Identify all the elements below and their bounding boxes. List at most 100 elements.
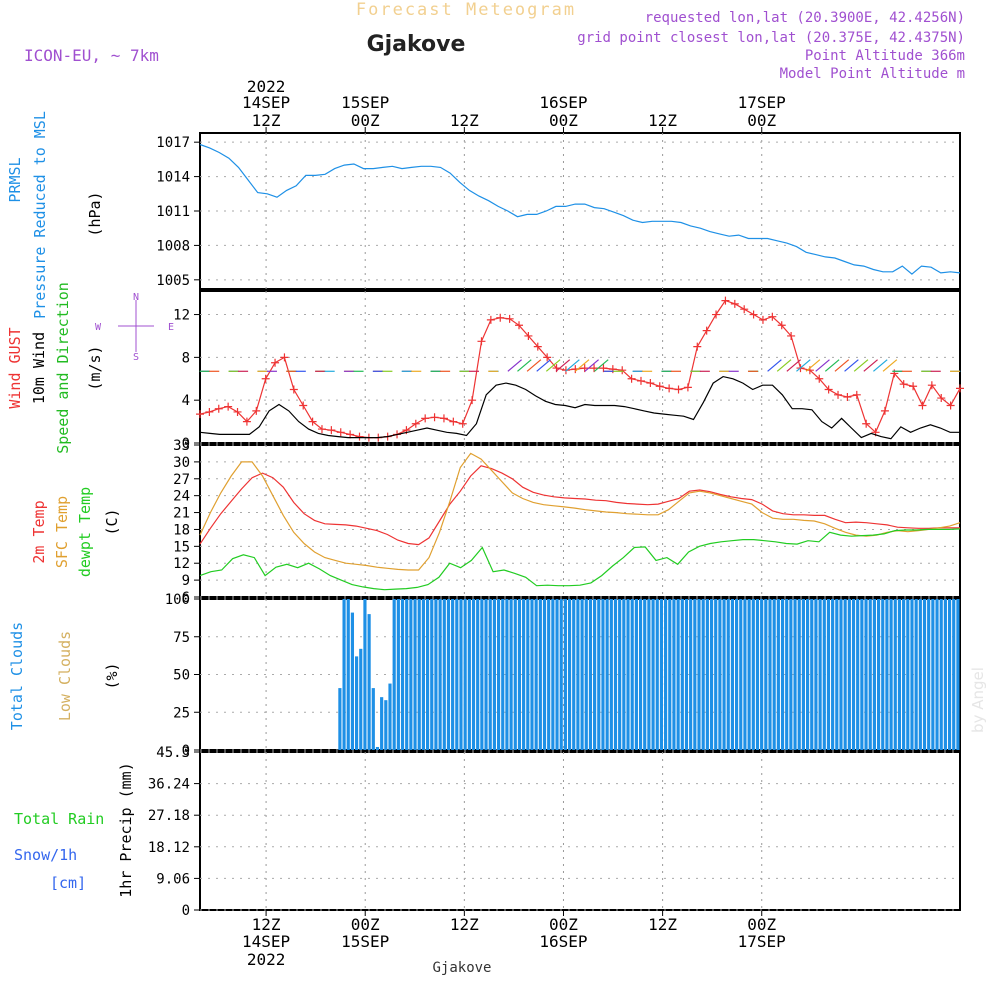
- top-tick-hour: 00Z: [747, 111, 776, 130]
- wind-direction-label: Speed and Direction: [54, 282, 72, 454]
- total-cloud-bar: [342, 599, 346, 750]
- wind-ytick-label: 4: [182, 393, 190, 409]
- sfc-temp-line: [199, 452, 961, 571]
- total-cloud-bar: [421, 599, 425, 750]
- wind-direction-arrow: [796, 359, 811, 372]
- total-cloud-bar: [918, 599, 922, 750]
- pressure-ytick-label: 1014: [156, 170, 190, 186]
- total-cloud-bar: [400, 599, 405, 750]
- gust-marker: [308, 417, 317, 426]
- total-cloud-bar: [664, 599, 668, 750]
- total-cloud-bar: [471, 599, 476, 750]
- gust-marker: [214, 404, 223, 413]
- total-cloud-bar: [613, 599, 618, 750]
- total-cloud-bar: [559, 599, 563, 750]
- total-cloud-bar: [839, 599, 843, 750]
- gust-marker: [909, 382, 918, 391]
- wind-direction-arrow: [507, 359, 523, 372]
- gust-marker: [787, 331, 796, 340]
- total-cloud-bar: [939, 599, 943, 750]
- precip-ytick-label: 36.24: [148, 777, 190, 793]
- gust-marker: [777, 321, 786, 330]
- total-cloud-bar: [588, 599, 593, 750]
- gust-marker: [927, 381, 936, 390]
- temp-ytick-label: 30: [173, 455, 190, 471]
- requested-coords: requested lon,lat (20.3900E, 42.4256N): [645, 10, 965, 26]
- wind-speed-line: [199, 375, 960, 440]
- total-cloud-bar: [801, 599, 805, 750]
- gust-marker: [289, 385, 298, 394]
- total-cloud-bar: [776, 599, 780, 750]
- total-cloud-bar: [822, 599, 826, 750]
- total-cloud-bar: [555, 599, 559, 750]
- total-cloud-bar: [668, 599, 672, 750]
- clouds-unit: (%): [103, 662, 121, 689]
- clouds-ytick-label: 25: [173, 705, 190, 721]
- top-tick-hour: 00Z: [351, 111, 380, 130]
- total-cloud-bar: [730, 599, 735, 750]
- total-cloud-bar: [522, 599, 526, 750]
- total-cloud-bar: [630, 599, 634, 750]
- temp-ytick-label: 9: [182, 573, 190, 589]
- temp-ytick-label: 15: [173, 539, 190, 555]
- total-cloud-bar: [893, 599, 897, 750]
- total-cloud-bar: [659, 599, 664, 750]
- gust-marker: [439, 414, 448, 423]
- gust-marker: [468, 396, 477, 405]
- wind-direction-arrow: [853, 359, 869, 372]
- total-cloud-bar: [835, 599, 839, 750]
- footer-location: Gjakove: [432, 960, 491, 976]
- total-cloud-bar: [655, 599, 659, 750]
- total-cloud-bar: [405, 599, 409, 750]
- snow-label: Snow/1h: [14, 846, 77, 864]
- total-cloud-bar: [755, 599, 760, 750]
- gust-marker: [946, 401, 955, 410]
- precip-ytick-label: 9.06: [156, 871, 190, 887]
- gust-marker: [618, 366, 627, 375]
- total-cloud-bar: [567, 599, 572, 750]
- total-cloud-bar: [463, 599, 467, 750]
- total-cloud-bar: [843, 599, 847, 750]
- temp-ytick-label: 21: [173, 506, 190, 522]
- temp-unit: (C): [103, 508, 121, 535]
- total-cloud-bar: [371, 688, 375, 750]
- total-cloud-bar: [676, 599, 680, 750]
- total-cloud-bar: [818, 599, 822, 750]
- wind-direction-arrow: [834, 359, 850, 372]
- clouds-ytick-label: 50: [173, 668, 190, 684]
- total-cloud-bar: [722, 599, 726, 750]
- gust-marker: [627, 374, 636, 383]
- total-cloud-bar: [438, 599, 442, 750]
- gust-marker: [486, 315, 495, 324]
- total-cloud-bar: [576, 599, 580, 750]
- gust-marker: [693, 342, 702, 351]
- gust-marker: [721, 296, 730, 305]
- bottom-tick-hour: 00Z: [747, 915, 776, 934]
- gust-marker: [299, 401, 308, 410]
- gust-marker: [646, 379, 655, 388]
- total-cloud-bar: [672, 599, 676, 750]
- precip-frame: [199, 751, 961, 911]
- total-cloud-bar: [434, 599, 438, 750]
- total-cloud-bar: [743, 599, 747, 750]
- gust-marker: [505, 314, 514, 323]
- gust-marker: [852, 390, 861, 399]
- wind-direction-arrow: [536, 359, 551, 372]
- total-cloud-bar: [872, 599, 876, 750]
- total-cloud-bar: [517, 599, 522, 750]
- compass-e: E: [168, 322, 174, 333]
- gust-marker: [937, 394, 946, 403]
- bottom-tick-hour: 00Z: [351, 915, 380, 934]
- gust-marker: [815, 374, 824, 383]
- total-cloud-bar: [876, 599, 881, 750]
- temp-ytick-label: 12: [173, 556, 190, 572]
- total-cloud-bar: [847, 599, 851, 750]
- total-cloud-bar: [484, 599, 488, 750]
- total-cloud-bar: [572, 599, 576, 750]
- total-cloud-bar: [584, 599, 588, 750]
- total-cloud-bar: [526, 599, 530, 750]
- precip-ytick-label: 18.12: [148, 840, 190, 856]
- total-cloud-bar: [547, 599, 551, 750]
